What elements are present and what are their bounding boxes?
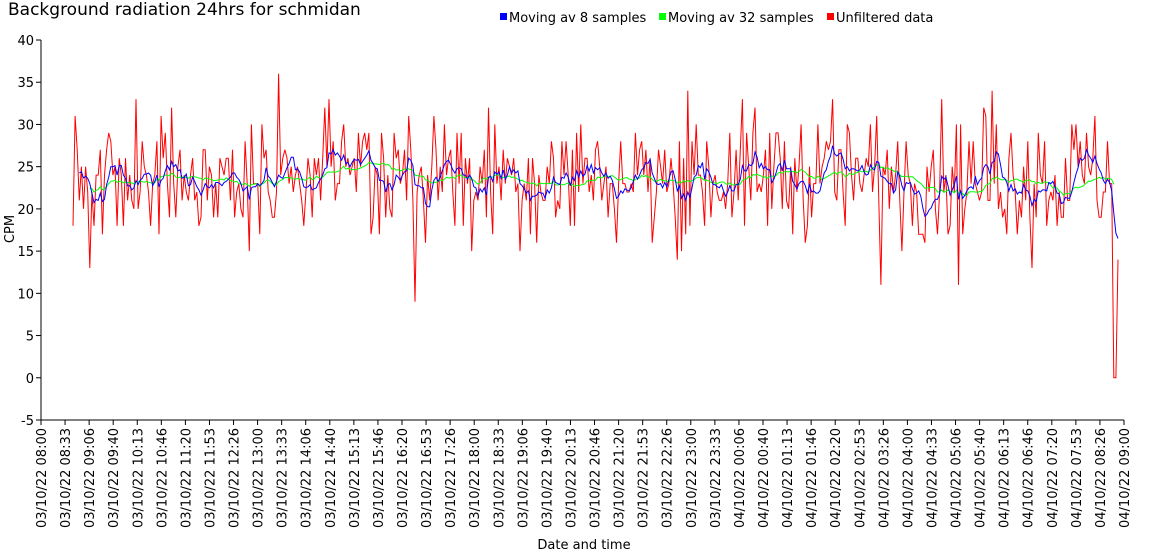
- x-tick-label: 04/10/22 06:46: [1022, 428, 1037, 528]
- x-tick-label: 03/10/22 15:46: [372, 428, 387, 528]
- x-tick-label: 04/10/22 01:46: [805, 428, 820, 528]
- x-tick-label: 03/10/22 16:53: [420, 428, 435, 528]
- x-tick-label: 04/10/22 02:53: [853, 428, 868, 528]
- x-tick-label: 04/10/22 04:00: [901, 428, 916, 528]
- x-tick-label: 03/10/22 13:00: [252, 428, 267, 528]
- x-tick-label: 03/10/22 14:06: [300, 428, 315, 528]
- x-tick-label: 03/10/22 19:06: [516, 428, 531, 528]
- x-tick-label: 03/10/22 16:20: [396, 428, 411, 528]
- x-tick-label: 03/10/22 10:13: [131, 428, 146, 528]
- y-tick-label: 30: [17, 118, 34, 133]
- x-tick-label: 03/10/22 23:00: [685, 428, 700, 528]
- x-tick-label: 03/10/22 17:26: [444, 428, 459, 528]
- x-axis-label: Date and time: [537, 538, 630, 553]
- y-tick-label: 5: [26, 330, 34, 345]
- legend-swatch-blue: [500, 13, 507, 20]
- series-unfiltered-line: [72, 73, 1119, 379]
- y-tick-label: 25: [17, 161, 34, 176]
- y-tick-label: 35: [17, 76, 34, 91]
- x-tick-label: 04/10/22 00:40: [757, 428, 772, 528]
- chart-title: Background radiation 24hrs for schmidan: [8, 0, 361, 20]
- x-tick-label: 03/10/22 20:46: [589, 428, 604, 528]
- x-tick-label: 04/10/22 02:20: [829, 428, 844, 528]
- x-tick-label: 04/10/22 05:06: [950, 428, 965, 528]
- y-tick-label: 10: [17, 287, 34, 302]
- x-tick-label: 04/10/22 07:20: [1046, 428, 1061, 528]
- legend: Moving av 8 samples Moving av 32 samples…: [500, 11, 933, 26]
- legend-swatch-green: [659, 13, 666, 20]
- x-tick-label: 03/10/22 08:33: [59, 428, 74, 528]
- x-tick-label: 03/10/22 11:53: [203, 428, 218, 528]
- y-tick-label: -5: [21, 414, 34, 429]
- x-tick-label: 03/10/22 15:13: [348, 428, 363, 528]
- x-tick-label: 03/10/22 23:33: [709, 428, 724, 528]
- x-tick-label: 03/10/22 09:06: [83, 428, 98, 528]
- legend-swatch-red: [827, 13, 834, 20]
- x-tick-label: 04/10/22 03:26: [877, 428, 892, 528]
- x-tick-label: 03/10/22 21:53: [637, 428, 652, 528]
- x-tick-label: 03/10/22 20:13: [564, 428, 579, 528]
- plot-lines: [72, 73, 1119, 379]
- x-tick-label: 04/10/22 00:06: [733, 428, 748, 528]
- x-tick-label: 04/10/22 04:33: [925, 428, 940, 528]
- x-tick-label: 03/10/22 12:26: [228, 428, 243, 528]
- y-tick-label: 20: [17, 203, 34, 218]
- x-tick-label: 03/10/22 22:26: [661, 428, 676, 528]
- y-axis: -5 0 5 10 15 20 25 30 35 40: [17, 34, 42, 429]
- x-tick-label: 03/10/22 18:00: [468, 428, 483, 528]
- x-axis: 03/10/22 08:00 03/10/22 08:33 03/10/22 09:…: [35, 419, 1133, 528]
- x-tick-label: 03/10/22 21:20: [613, 428, 628, 528]
- x-tick-label: 03/10/22 11:20: [179, 428, 194, 528]
- x-tick-label: 03/10/22 10:46: [155, 428, 170, 528]
- x-tick-label: 04/10/22 01:13: [781, 428, 796, 528]
- legend-label-ma32: Moving av 32 samples: [668, 11, 814, 26]
- y-tick-label: 0: [26, 372, 34, 387]
- series-ma8-line: [79, 145, 1119, 239]
- y-tick-label: 15: [17, 245, 34, 260]
- x-tick-label: 03/10/22 08:00: [35, 428, 50, 528]
- x-tick-label: 03/10/22 13:33: [276, 428, 291, 528]
- x-tick-label: 03/10/22 18:33: [492, 428, 507, 528]
- x-tick-label: 03/10/22 14:40: [324, 428, 339, 528]
- x-tick-label: 04/10/22 06:13: [998, 428, 1013, 528]
- legend-label-ma8: Moving av 8 samples: [509, 11, 647, 26]
- y-axis-label: CPM: [3, 215, 18, 243]
- x-tick-label: 04/10/22 08:26: [1094, 428, 1109, 528]
- legend-label-raw: Unfiltered data: [836, 11, 933, 26]
- x-tick-label: 03/10/22 09:40: [107, 428, 122, 528]
- y-tick-label: 40: [17, 34, 34, 49]
- x-tick-label: 04/10/22 09:00: [1118, 428, 1133, 528]
- x-tick-label: 04/10/22 07:53: [1070, 428, 1085, 528]
- x-tick-label: 03/10/22 19:40: [540, 428, 555, 528]
- x-tick-label: 04/10/22 05:40: [974, 428, 989, 528]
